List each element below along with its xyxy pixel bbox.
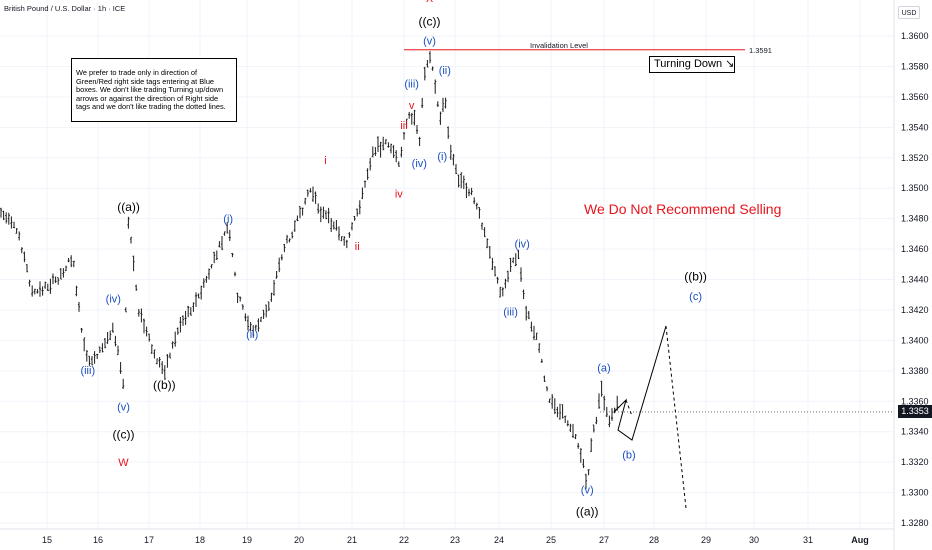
price-tick-label: 1.3320 [901,457,929,467]
wave-labels: X((c))(v)(ii)(iii)viii(iv)(i)iviii(i)(ii… [80,0,706,518]
wave-label: ii [355,241,360,253]
wave-label: v [409,100,415,112]
chart-title: British Pound / U.S. Dollar · 1h · ICE [4,4,126,13]
wave-label: (iii) [404,79,419,91]
projection-dashed-path [625,399,633,417]
wave-label: ((c)) [419,14,441,28]
time-tick-label: 22 [399,535,409,545]
invalidation-level-label: Invalidation Level [530,41,588,50]
wave-label: (iii) [80,365,95,377]
price-tick-label: 1.3300 [901,488,929,498]
price-tick-label: 1.3540 [901,122,929,132]
last-price-tag: 1.3353 [898,405,932,418]
wave-label: (v) [423,35,436,47]
turning-down-label: Turning Down [654,58,723,70]
wave-label: (ii) [246,329,258,341]
price-tick-label: 1.3560 [901,92,929,102]
price-tick-label: 1.3500 [901,183,929,193]
wave-label: ((b)) [153,378,176,392]
price-tick-label: 1.3520 [901,153,929,163]
price-axis: 1.3600 1.3580 1.3560 1.3540 1.3520 1.3500 1.34… [901,31,929,528]
wave-label: ((c)) [113,428,135,442]
time-tick-label: 16 [93,535,103,545]
time-tick-label: 31 [803,535,813,545]
trading-note-box: We prefer to trade only in direction of … [71,58,237,122]
wave-label: ((a)) [117,200,140,214]
wave-label: i [324,155,326,167]
wave-label: (v) [117,401,130,413]
wave-label: (iii) [503,306,518,318]
projection-dashed-path-down [665,325,687,509]
price-tick-label: 1.3380 [901,366,929,376]
wave-label: (i) [223,213,233,225]
price-tick-label: 1.3600 [901,31,929,41]
time-tick-label: 30 [749,535,759,545]
wave-label: (iv) [412,158,427,170]
time-tick-label: 27 [599,535,609,545]
price-tick-label: 1.3340 [901,427,929,437]
price-axis-panel [894,0,932,550]
price-tick-label: 1.3400 [901,335,929,345]
price-tick-label: 1.3580 [901,61,929,71]
price-tick-label: 1.3440 [901,275,929,285]
price-tick-label: 1.3280 [901,518,929,528]
time-tick-label: 18 [195,535,205,545]
price-tick-label: 1.3480 [901,214,929,224]
price-tick-label: 1.3420 [901,305,929,315]
wave-label: (c) [689,291,702,303]
wave-label: (v) [581,484,594,496]
wave-label: iii [400,120,407,132]
time-axis: 15 16 17 18 19 20 21 22 23 24 25 27 28 29 30 31 Aug [42,535,869,545]
time-tick-label: 20 [294,535,304,545]
wave-label: (i) [437,151,447,163]
currency-button[interactable]: USD [898,6,920,19]
wave-label: iv [395,188,403,200]
time-tick-label: 28 [649,535,659,545]
time-tick-label: 29 [701,535,711,545]
wave-label: X [426,0,434,5]
time-tick-label: 19 [242,535,252,545]
turning-down-tag: Turning Down ↘ [649,56,735,73]
invalidation-price-label: 1.3591 [749,46,772,55]
time-tick-label: 15 [42,535,52,545]
wave-label: (iv) [515,239,530,251]
projection-path [613,325,667,441]
time-tick-label: 25 [546,535,556,545]
time-tick-label: 21 [347,535,357,545]
time-tick-label: Aug [851,535,869,545]
wave-label: (ii) [439,65,451,77]
wave-label: W [118,457,129,469]
wave-label: (iv) [106,293,121,305]
wave-label: ((a)) [576,504,599,518]
price-tick-label: 1.3360 [901,396,929,406]
time-tick-label: 24 [494,535,504,545]
recommendation-text: We Do Not Recommend Selling [584,201,782,217]
wave-label: (a) [597,363,610,375]
price-tick-label: 1.3460 [901,244,929,254]
time-tick-label: 17 [144,535,154,545]
candles-series [0,51,619,489]
wave-label: ((b)) [684,269,707,283]
wave-label: (b) [622,449,635,461]
arrow-down-right-icon: ↘ [725,58,735,70]
time-tick-label: 23 [450,535,460,545]
